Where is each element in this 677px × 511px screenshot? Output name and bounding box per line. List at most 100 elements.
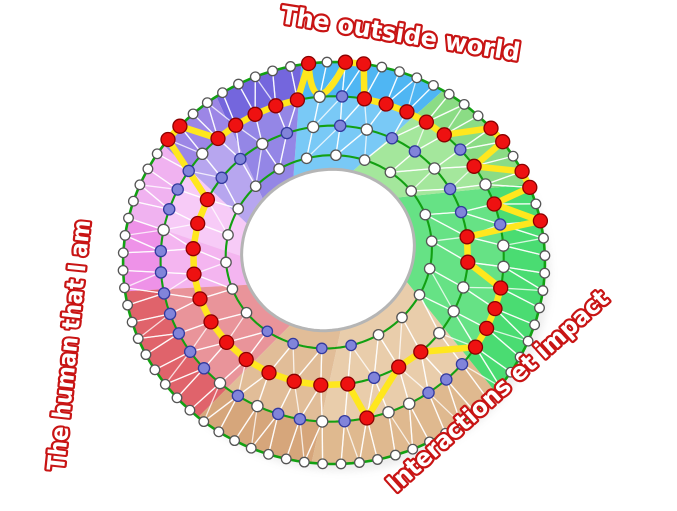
node-white[interactable]: [425, 235, 438, 248]
node-red[interactable]: [467, 339, 484, 355]
node-white[interactable]: [196, 147, 209, 161]
node-white[interactable]: [122, 299, 134, 311]
node-red[interactable]: [418, 114, 435, 130]
node-white[interactable]: [534, 302, 545, 314]
node-white[interactable]: [213, 426, 225, 438]
node-red[interactable]: [356, 91, 373, 107]
node-purple[interactable]: [261, 325, 274, 338]
node-white[interactable]: [423, 262, 436, 275]
node-white[interactable]: [411, 72, 423, 84]
node-red[interactable]: [186, 266, 202, 282]
node-white[interactable]: [213, 376, 227, 390]
node-white[interactable]: [407, 443, 419, 455]
node-purple[interactable]: [231, 389, 245, 403]
node-white[interactable]: [353, 457, 365, 468]
node-purple[interactable]: [172, 327, 186, 340]
node-white[interactable]: [119, 229, 131, 241]
node-white[interactable]: [159, 378, 171, 390]
node-white[interactable]: [306, 120, 320, 134]
node-white[interactable]: [280, 453, 292, 465]
node-purple[interactable]: [422, 386, 435, 399]
node-white[interactable]: [229, 435, 241, 447]
node-purple[interactable]: [440, 373, 453, 386]
node-white[interactable]: [455, 417, 467, 429]
node-red[interactable]: [199, 191, 216, 208]
node-white[interactable]: [263, 448, 274, 460]
node-white[interactable]: [405, 185, 418, 197]
node-white[interactable]: [317, 458, 329, 470]
node-white[interactable]: [413, 288, 426, 301]
node-white[interactable]: [298, 456, 310, 468]
node-red[interactable]: [460, 254, 476, 270]
node-red[interactable]: [247, 106, 263, 122]
node-purple[interactable]: [443, 182, 457, 196]
node-white[interactable]: [117, 264, 129, 276]
node-white[interactable]: [249, 71, 261, 83]
node-red[interactable]: [391, 359, 407, 375]
node-white[interactable]: [330, 149, 342, 162]
node-purple[interactable]: [455, 357, 469, 371]
node-red[interactable]: [190, 215, 206, 232]
node-white[interactable]: [249, 180, 262, 193]
node-red[interactable]: [228, 117, 244, 133]
node-red[interactable]: [413, 344, 429, 360]
node-white[interactable]: [132, 333, 144, 345]
node-white[interactable]: [140, 349, 152, 361]
node-white[interactable]: [537, 285, 549, 297]
node-white[interactable]: [402, 397, 416, 410]
node-red[interactable]: [203, 314, 219, 330]
node-red[interactable]: [238, 351, 254, 368]
node-white[interactable]: [539, 267, 551, 279]
node-white[interactable]: [315, 415, 329, 428]
node-white[interactable]: [457, 281, 470, 294]
node-red[interactable]: [356, 56, 372, 72]
node-white[interactable]: [273, 163, 285, 175]
node-red[interactable]: [261, 365, 277, 381]
node-purple[interactable]: [335, 90, 349, 103]
node-red[interactable]: [522, 179, 538, 196]
node-white[interactable]: [376, 61, 388, 73]
node-white[interactable]: [157, 223, 170, 237]
node-purple[interactable]: [271, 407, 285, 421]
node-white[interactable]: [217, 87, 228, 99]
node-red[interactable]: [359, 410, 375, 426]
node-red[interactable]: [478, 320, 495, 337]
node-purple[interactable]: [385, 131, 399, 145]
node-red[interactable]: [286, 373, 302, 389]
node-white[interactable]: [117, 247, 129, 259]
node-purple[interactable]: [280, 126, 294, 140]
node-purple[interactable]: [234, 152, 247, 166]
node-white[interactable]: [497, 260, 510, 274]
node-red[interactable]: [185, 241, 201, 257]
node-white[interactable]: [313, 90, 326, 104]
node-white[interactable]: [267, 65, 279, 77]
node-purple[interactable]: [287, 337, 299, 350]
node-white[interactable]: [187, 108, 199, 120]
node-purple[interactable]: [162, 203, 176, 216]
node-red[interactable]: [532, 213, 549, 229]
node-red[interactable]: [378, 96, 394, 112]
node-red[interactable]: [493, 280, 509, 296]
node-white[interactable]: [134, 179, 146, 191]
node-white[interactable]: [482, 394, 494, 406]
node-purple[interactable]: [154, 244, 168, 258]
node-red[interactable]: [268, 98, 284, 114]
node-white[interactable]: [285, 61, 296, 72]
node-white[interactable]: [472, 110, 484, 122]
node-purple[interactable]: [157, 287, 171, 300]
node-white[interactable]: [514, 351, 526, 363]
node-red[interactable]: [495, 134, 511, 150]
node-white[interactable]: [220, 256, 232, 269]
node-white[interactable]: [394, 66, 405, 78]
node-white[interactable]: [479, 178, 492, 191]
node-red[interactable]: [436, 127, 452, 143]
node-white[interactable]: [447, 305, 460, 318]
node-white[interactable]: [123, 212, 134, 224]
node-purple[interactable]: [215, 171, 228, 185]
node-red[interactable]: [487, 300, 503, 317]
node-red[interactable]: [486, 196, 502, 212]
node-white[interactable]: [469, 406, 481, 418]
node-white[interactable]: [530, 198, 542, 210]
node-white[interactable]: [372, 328, 385, 341]
node-purple[interactable]: [345, 339, 357, 352]
